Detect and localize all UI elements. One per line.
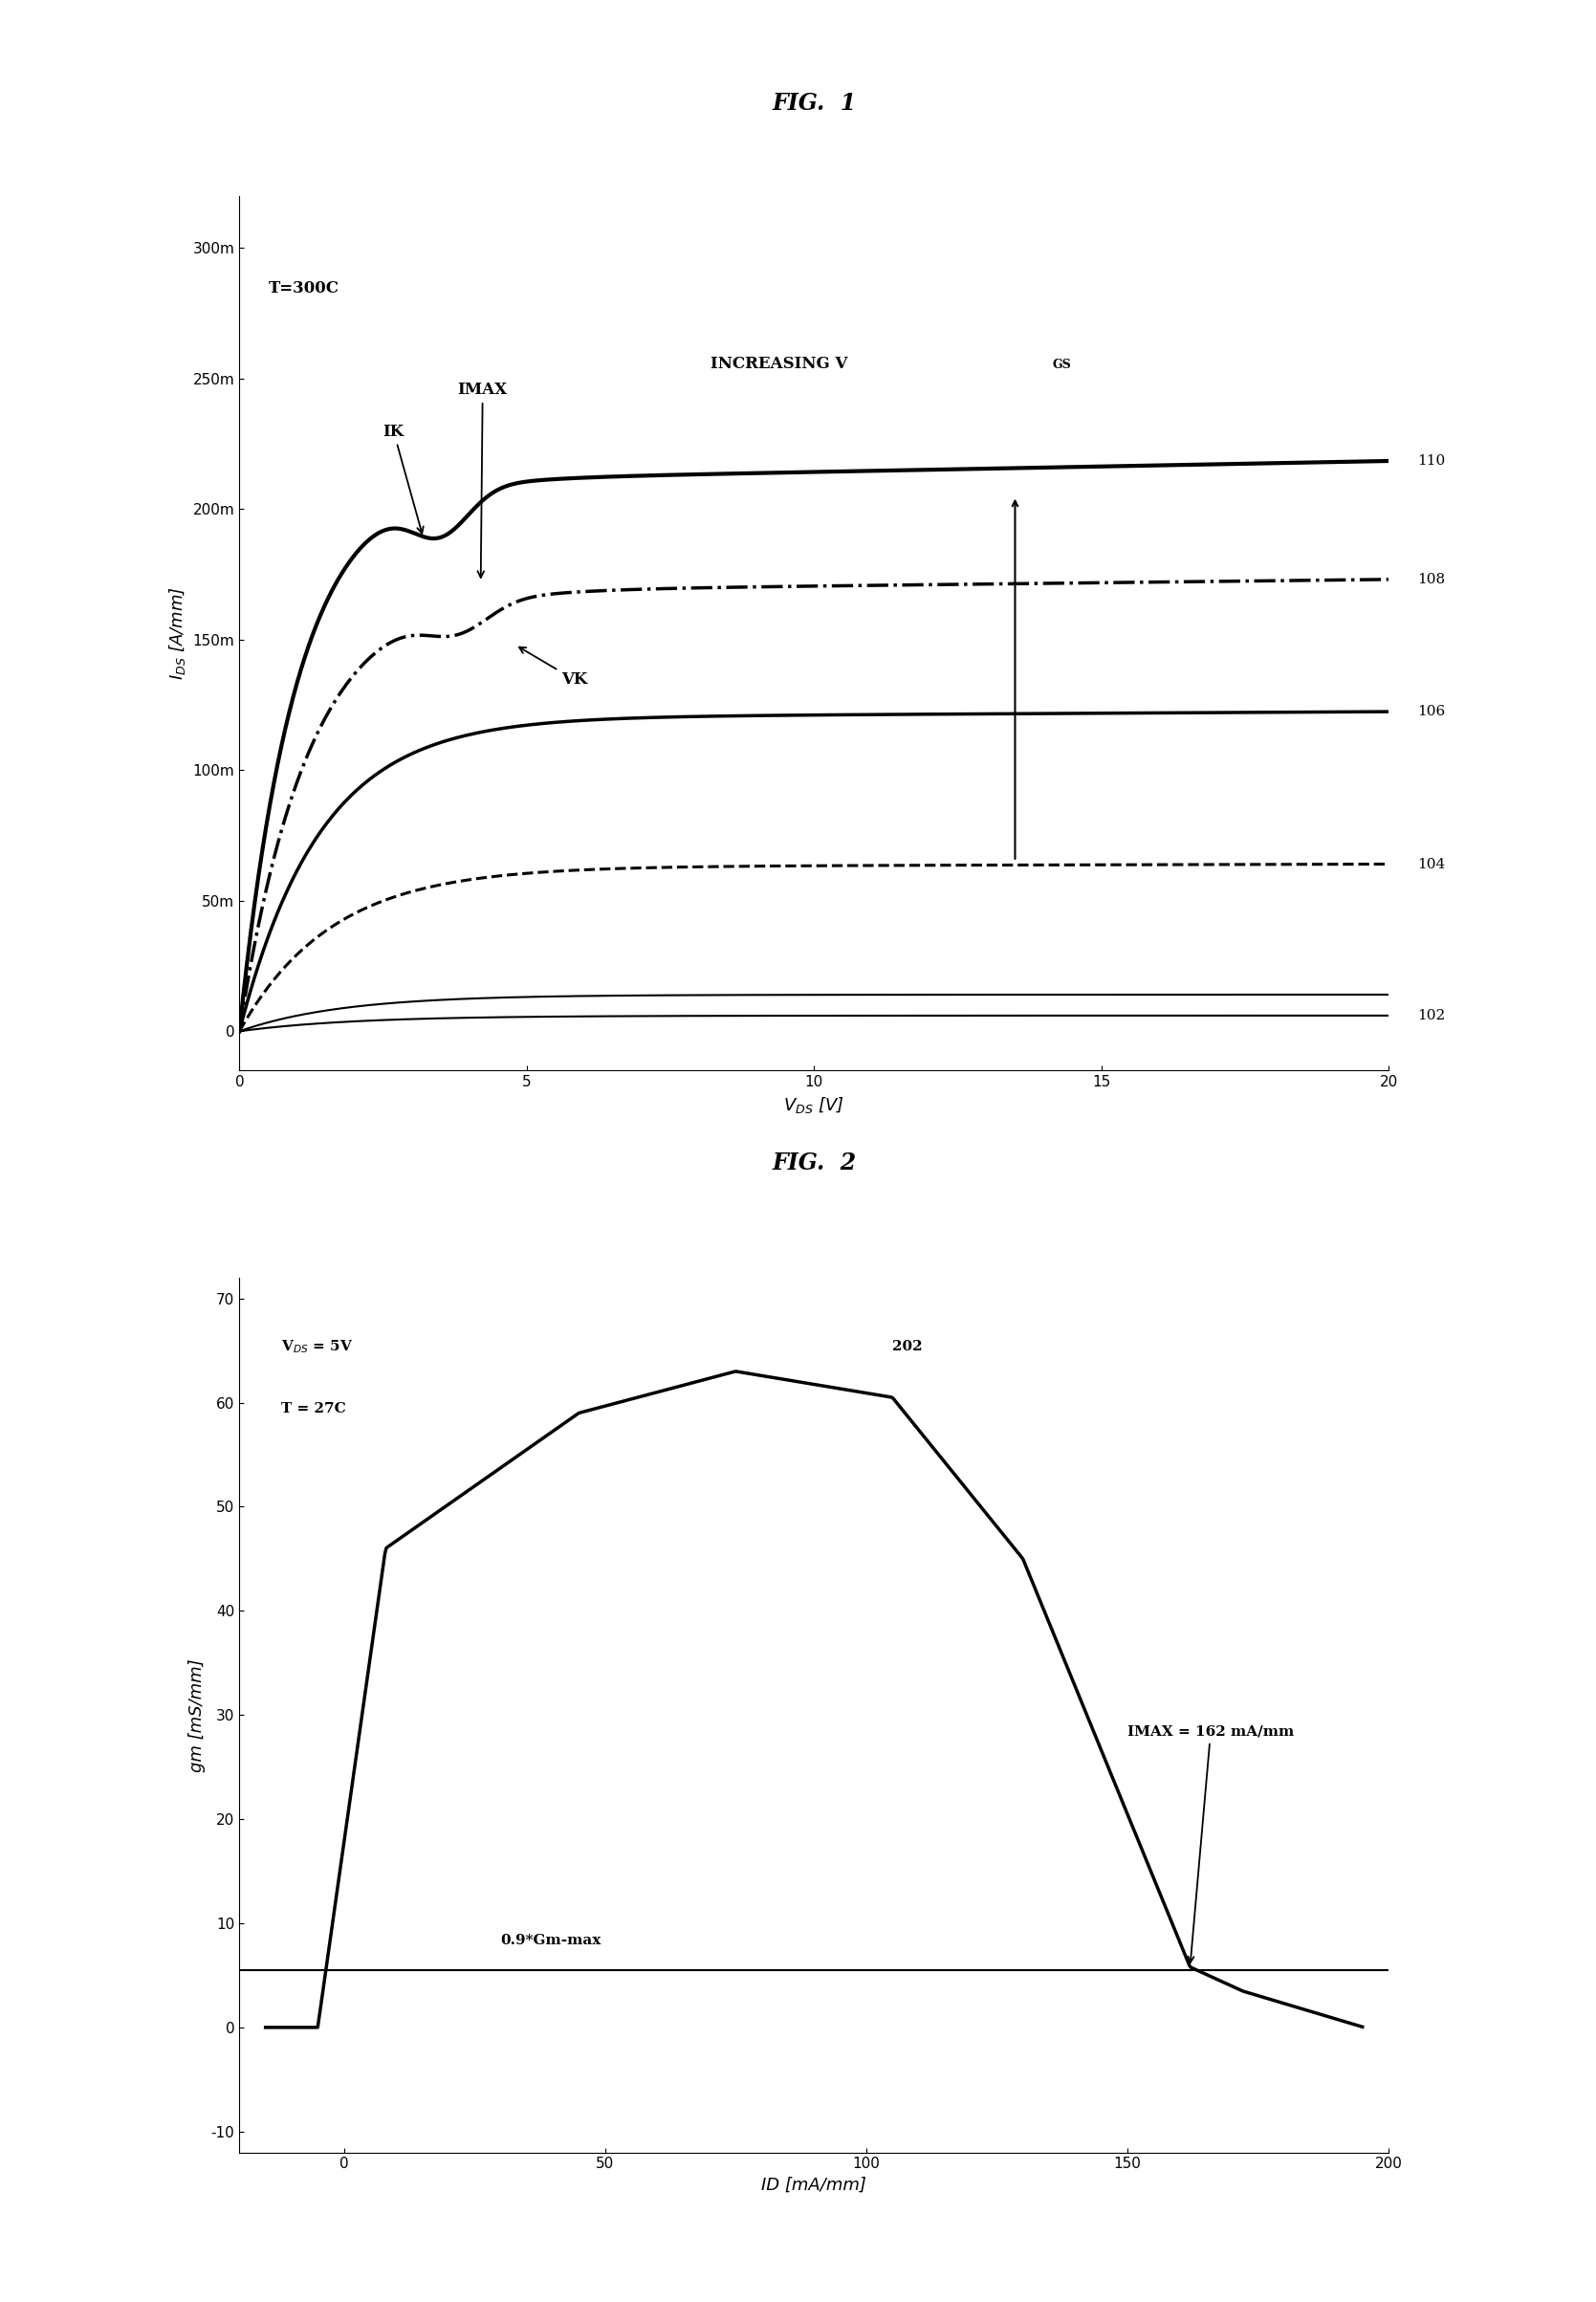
Text: 108: 108 xyxy=(1417,573,1444,587)
Text: 202: 202 xyxy=(892,1340,922,1354)
Text: V$_{DS}$ = 5V: V$_{DS}$ = 5V xyxy=(281,1337,353,1356)
Text: T = 27C: T = 27C xyxy=(281,1402,346,1416)
Text: 110: 110 xyxy=(1417,453,1446,467)
X-axis label: ID [mA/mm]: ID [mA/mm] xyxy=(761,2178,867,2194)
Text: 106: 106 xyxy=(1417,704,1446,718)
Text: FIG.  1: FIG. 1 xyxy=(772,92,855,115)
Y-axis label: gm [mS/mm]: gm [mS/mm] xyxy=(188,1657,206,1773)
Text: FIG.  2: FIG. 2 xyxy=(772,1151,855,1174)
Text: IK: IK xyxy=(383,424,423,534)
Text: GS: GS xyxy=(1052,359,1071,371)
Text: T=300C: T=300C xyxy=(268,281,338,297)
Text: VK: VK xyxy=(519,647,587,688)
Text: 102: 102 xyxy=(1417,1008,1446,1022)
Text: 0.9*Gm-max: 0.9*Gm-max xyxy=(501,1934,602,1947)
X-axis label: V$_{DS}$ [V]: V$_{DS}$ [V] xyxy=(784,1096,844,1114)
Text: 104: 104 xyxy=(1417,856,1446,870)
Text: IMAX = 162 mA/mm: IMAX = 162 mA/mm xyxy=(1127,1724,1294,1961)
Text: INCREASING V: INCREASING V xyxy=(710,355,847,373)
Y-axis label: I$_{DS}$ [A/mm]: I$_{DS}$ [A/mm] xyxy=(168,587,187,679)
Text: IMAX: IMAX xyxy=(458,382,508,578)
